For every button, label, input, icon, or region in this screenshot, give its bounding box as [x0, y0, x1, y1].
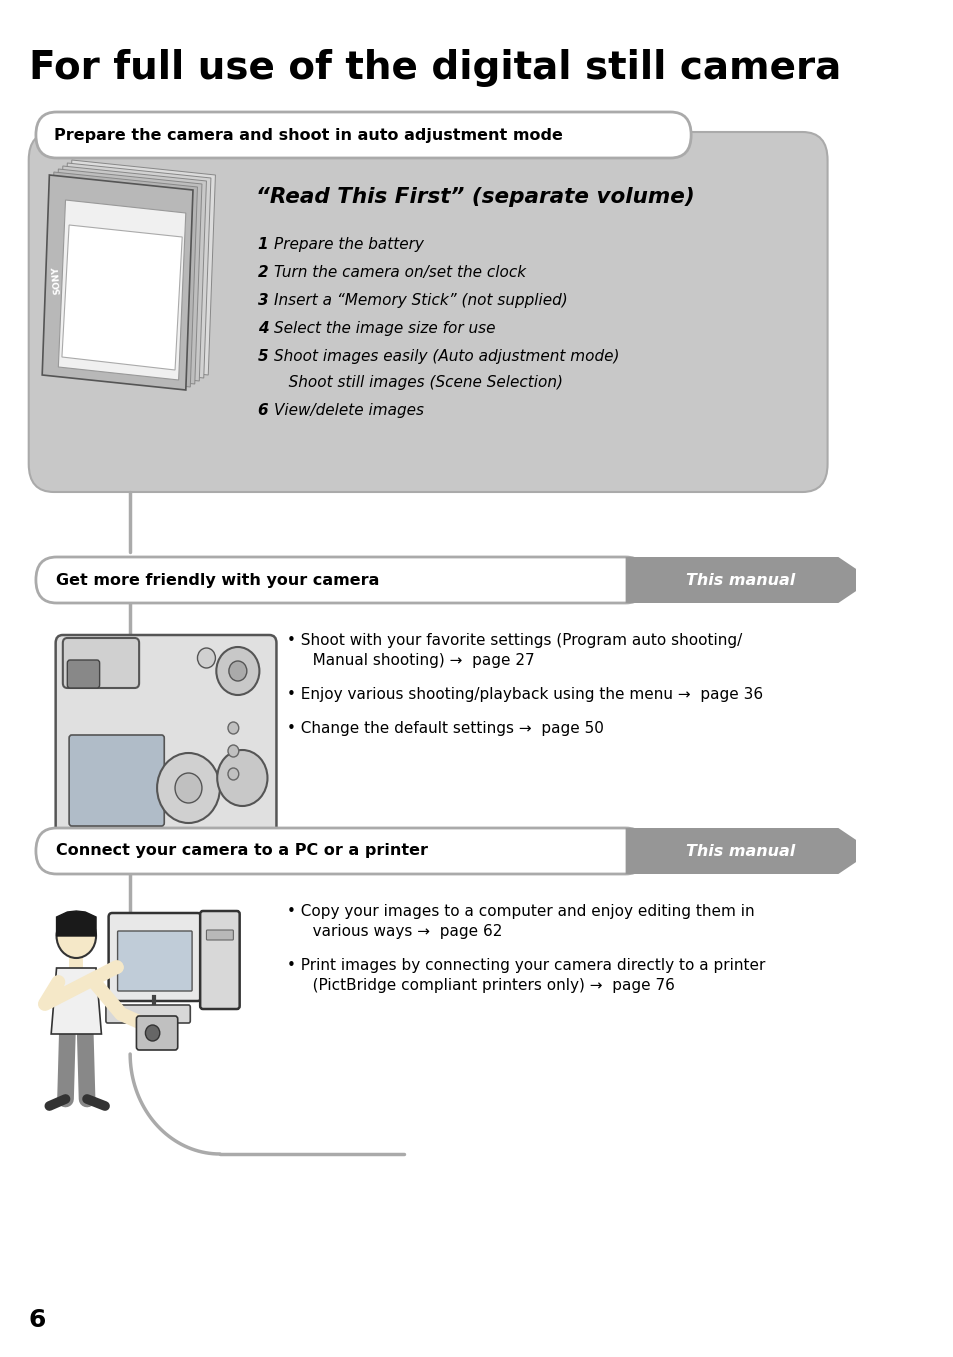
Text: Turn the camera on/set the clock: Turn the camera on/set the clock: [274, 265, 525, 280]
Text: This manual: This manual: [685, 844, 795, 859]
FancyBboxPatch shape: [106, 1006, 190, 1023]
Text: Get more friendly with your camera: Get more friendly with your camera: [55, 573, 378, 588]
Text: Connect your camera to a PC or a printer: Connect your camera to a PC or a printer: [55, 844, 427, 859]
Polygon shape: [58, 199, 186, 380]
Circle shape: [228, 768, 238, 780]
Text: • Shoot with your favorite settings (Program auto shooting/: • Shoot with your favorite settings (Pro…: [287, 632, 741, 649]
Polygon shape: [625, 556, 872, 603]
Text: Shoot still images (Scene Selection): Shoot still images (Scene Selection): [274, 375, 562, 389]
Circle shape: [228, 745, 238, 757]
Text: (PictBridge compliant printers only) →  page 76: (PictBridge compliant printers only) → p…: [297, 978, 674, 993]
Circle shape: [228, 722, 238, 734]
Text: various ways →  page 62: various ways → page 62: [297, 924, 502, 939]
Text: “Read This First” (separate volume): “Read This First” (separate volume): [255, 187, 694, 208]
Text: • Print images by connecting your camera directly to a printer: • Print images by connecting your camera…: [287, 958, 765, 973]
FancyBboxPatch shape: [36, 113, 690, 157]
Text: 4: 4: [257, 322, 268, 337]
Text: • Change the default settings →  page 50: • Change the default settings → page 50: [287, 721, 603, 735]
FancyBboxPatch shape: [63, 638, 139, 688]
Circle shape: [229, 661, 247, 681]
Text: View/delete images: View/delete images: [274, 403, 423, 418]
FancyBboxPatch shape: [36, 828, 645, 874]
Circle shape: [217, 750, 267, 806]
Circle shape: [157, 753, 220, 822]
Text: 2: 2: [257, 265, 268, 280]
Text: 1: 1: [257, 237, 268, 252]
FancyBboxPatch shape: [206, 930, 233, 940]
Text: Shoot images easily (Auto adjustment mode): Shoot images easily (Auto adjustment mod…: [274, 349, 618, 364]
Text: This manual: This manual: [685, 573, 795, 588]
Text: 3: 3: [257, 293, 268, 308]
Text: Prepare the battery: Prepare the battery: [274, 237, 423, 252]
Text: For full use of the digital still camera: For full use of the digital still camera: [29, 49, 841, 87]
Circle shape: [197, 649, 215, 668]
Circle shape: [174, 773, 202, 803]
Text: Insert a “Memory Stick” (not supplied): Insert a “Memory Stick” (not supplied): [274, 293, 567, 308]
FancyBboxPatch shape: [109, 913, 201, 1001]
Circle shape: [216, 647, 259, 695]
Text: SONY: SONY: [51, 266, 62, 294]
FancyBboxPatch shape: [117, 931, 192, 991]
Text: • Enjoy various shooting/playback using the menu →  page 36: • Enjoy various shooting/playback using …: [287, 687, 762, 702]
Text: • Copy your images to a computer and enjoy editing them in: • Copy your images to a computer and enj…: [287, 904, 754, 919]
Polygon shape: [56, 911, 96, 936]
FancyBboxPatch shape: [55, 635, 276, 851]
Text: 6: 6: [257, 403, 268, 418]
Polygon shape: [55, 166, 206, 381]
Circle shape: [145, 1025, 159, 1041]
Circle shape: [56, 915, 96, 958]
Text: 6: 6: [29, 1308, 46, 1333]
Text: Select the image size for use: Select the image size for use: [274, 322, 495, 337]
Text: Manual shooting) →  page 27: Manual shooting) → page 27: [297, 653, 534, 668]
Polygon shape: [42, 175, 193, 389]
Polygon shape: [60, 163, 211, 379]
FancyBboxPatch shape: [200, 911, 239, 1010]
Polygon shape: [47, 172, 197, 387]
FancyBboxPatch shape: [68, 660, 99, 688]
Text: Prepare the camera and shoot in auto adjustment mode: Prepare the camera and shoot in auto adj…: [53, 128, 562, 142]
FancyBboxPatch shape: [136, 1016, 177, 1050]
Polygon shape: [625, 828, 872, 874]
FancyBboxPatch shape: [69, 735, 164, 826]
Polygon shape: [51, 170, 202, 384]
Polygon shape: [65, 160, 215, 375]
Polygon shape: [51, 968, 101, 1034]
Polygon shape: [62, 225, 182, 370]
Text: 5: 5: [257, 349, 268, 364]
FancyBboxPatch shape: [36, 556, 645, 603]
FancyBboxPatch shape: [29, 132, 826, 493]
